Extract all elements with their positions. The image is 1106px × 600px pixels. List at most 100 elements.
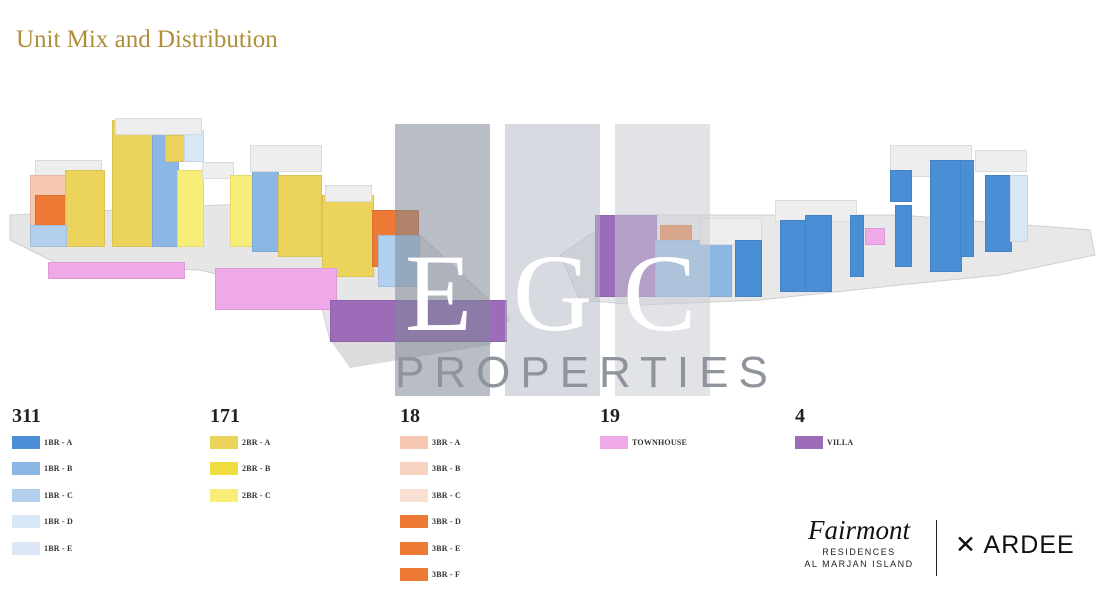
legend-item: 2BR - A [210, 435, 271, 449]
fairmont-wordmark: Fairmont [807, 515, 910, 545]
legend-item: 3BR - B [400, 462, 461, 476]
unit-count: 18 [400, 405, 420, 427]
legend-item: VILLA [795, 435, 853, 449]
legend-swatch [400, 541, 428, 555]
unit-count: 4 [795, 405, 805, 427]
legend-item: 1BR - E [12, 541, 73, 555]
building-block [985, 175, 1012, 252]
legend-label: 3BR - C [432, 490, 461, 500]
watermark-letter: C [623, 232, 697, 354]
legend-swatch [795, 435, 823, 449]
building-block [1010, 175, 1028, 242]
legend-swatch [400, 515, 428, 528]
building-block [48, 262, 185, 279]
building-block [112, 120, 154, 247]
building-block [325, 185, 372, 202]
building-block [30, 225, 67, 247]
building-block [250, 145, 322, 172]
legend-item: 3BR - C [400, 488, 461, 502]
watermark-letter: E [405, 232, 473, 354]
legend-label: 1BR - D [44, 517, 73, 526]
legend-label: 1BR - B [44, 464, 73, 473]
building-block [975, 150, 1027, 172]
building-block [805, 215, 832, 292]
legend-label: TOWNHOUSE [632, 437, 687, 447]
building-block [895, 205, 912, 267]
watermark-subtitle: PROPERTIES [395, 348, 778, 397]
legend-item: 2BR - C [210, 488, 271, 502]
building-block [35, 195, 67, 227]
legend-label: 2BR - A [242, 437, 271, 447]
building-block [735, 240, 762, 297]
ardee-logo: ✕ ARDEE [955, 530, 1075, 560]
legend-group: 4 VILLA [795, 405, 955, 585]
legend-item: 3BR - F [400, 568, 460, 582]
watermark-bar [395, 124, 490, 396]
legend-item: 3BR - D [400, 515, 461, 529]
legend-item: 3BR - A [400, 435, 461, 449]
legend-swatch [210, 435, 238, 449]
legend-swatch [400, 488, 428, 502]
unit-count: 171 [210, 405, 240, 427]
legend-swatch [12, 462, 40, 475]
building-block [215, 268, 337, 310]
legend-label: 3BR - D [432, 517, 461, 526]
building-block [960, 160, 974, 257]
legend-label: 1BR - C [44, 490, 73, 500]
building-block [890, 170, 912, 202]
legend-swatch [12, 488, 40, 502]
legend-item: 1BR - C [12, 488, 73, 502]
legend-item: 2BR - B [210, 462, 271, 476]
building-block [865, 228, 885, 245]
legend-item: 1BR - A [12, 435, 73, 449]
watermark-bar [505, 124, 600, 396]
legend-label: 1BR - E [44, 543, 73, 553]
legend-swatch [400, 435, 428, 449]
watermark-letter: G [513, 232, 593, 354]
building-block [850, 215, 864, 277]
building-block [202, 162, 234, 179]
building-block [278, 175, 322, 257]
legend-swatch [12, 541, 40, 555]
legend-group: 311 1BR - A 1BR - B 1BR - C 1BR - D 1BR - E [12, 405, 172, 585]
ardee-wordmark: ARDEE [983, 531, 1075, 559]
legend-label: 3BR - A [432, 437, 461, 447]
page-title: Unit Mix and Distribution [16, 26, 278, 53]
fairmont-sub2: AL MARJAN ISLAND [804, 559, 914, 569]
legend-swatch [12, 515, 40, 528]
legend-swatch [210, 488, 238, 502]
building-block [322, 195, 374, 277]
legend-label: 3BR - F [432, 570, 461, 579]
legend-swatch [600, 435, 628, 449]
building-block [65, 170, 105, 247]
legend-swatch [12, 435, 40, 449]
unit-count: 19 [600, 405, 620, 427]
legend-label: 3BR - B [432, 464, 461, 473]
legend-item: 1BR - D [12, 515, 73, 529]
building-block [115, 118, 202, 135]
unit-count: 311 [12, 405, 41, 427]
legend-label: 1BR - A [44, 437, 73, 447]
fairmont-logo: Fairmont RESIDENCES AL MARJAN ISLAND [798, 515, 920, 570]
legend-item: 1BR - B [12, 462, 73, 476]
legend-label: 3BR - E [432, 543, 461, 553]
legend-label: VILLA [827, 437, 854, 447]
building-block [177, 170, 204, 247]
legend-item: 3BR - E [400, 541, 461, 555]
fairmont-sub1: RESIDENCES [822, 547, 896, 557]
legend-swatch [400, 568, 428, 581]
legend-item: TOWNHOUSE [600, 435, 687, 449]
legend-group: 19 TOWNHOUSE [600, 405, 760, 585]
logo-divider [936, 520, 937, 576]
ardee-mark-icon: ✕ [955, 531, 977, 559]
legend-group: 18 3BR - A 3BR - B 3BR - C 3BR - D 3BR - E 3BR… [400, 405, 560, 585]
building-block [930, 160, 962, 272]
legend-group: 171 2BR - A 2BR - B 2BR - C [210, 405, 370, 585]
legend-swatch [400, 462, 428, 475]
building-block [780, 220, 807, 292]
legend-swatch [210, 462, 238, 475]
watermark-bar [615, 124, 710, 396]
legend-label: 2BR - B [242, 464, 271, 473]
legend-label: 2BR - C [242, 490, 271, 500]
